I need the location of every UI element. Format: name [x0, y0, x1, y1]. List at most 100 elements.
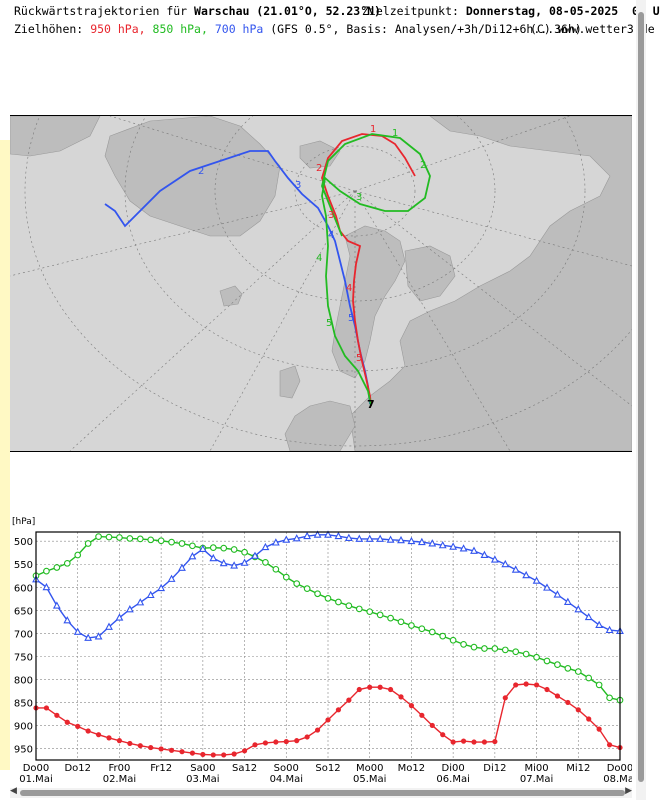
series-point [532, 576, 541, 584]
series-point [522, 570, 531, 579]
series-point [146, 590, 155, 599]
level-700-label: 700 hPa [214, 22, 264, 36]
map-label-green-5: 5 [326, 318, 332, 329]
land-greenland [104, 116, 281, 237]
series-point [303, 585, 311, 593]
series-point [523, 681, 529, 687]
series-point [376, 534, 385, 542]
series-point [209, 553, 218, 562]
chart-frame [35, 531, 621, 761]
series-point [105, 622, 113, 630]
series-point [334, 531, 343, 540]
series-point [596, 726, 602, 732]
x-tick-label: Fr12 [150, 763, 172, 774]
scroll-right-icon[interactable]: ▶ [625, 786, 632, 796]
series-point [94, 632, 103, 640]
series-point [366, 608, 374, 616]
series-point [313, 530, 322, 538]
series-point [136, 598, 145, 606]
series-point [428, 539, 437, 547]
x-tick-label: Sa00 [190, 763, 215, 774]
series-point [344, 533, 353, 541]
series-point [387, 614, 394, 622]
series-point [325, 717, 331, 723]
y-tick-label: 650 [14, 606, 33, 617]
series-point [377, 684, 383, 690]
horizontal-scroll-thumb[interactable] [20, 790, 625, 796]
series-point [512, 648, 520, 656]
series-point [168, 747, 175, 753]
map-label-red-3: 3 [328, 210, 334, 221]
series-point [418, 625, 426, 633]
series-point [481, 739, 488, 745]
series-point [52, 601, 61, 609]
series-point [179, 749, 185, 755]
series-point [84, 633, 93, 641]
series-point [565, 699, 571, 706]
series-point [553, 590, 562, 598]
x-tick-label: So12 [315, 763, 340, 774]
series-point [158, 746, 164, 752]
series-point [502, 695, 508, 701]
series-point [273, 739, 279, 745]
x-tick-date-label: 06.Mai [436, 774, 469, 785]
series-point [605, 625, 614, 634]
x-tick-date-label: 04.Mai [270, 774, 303, 785]
chart-grid [35, 532, 621, 760]
series-point [189, 750, 196, 756]
series-point [209, 544, 217, 552]
land-masses [10, 116, 632, 451]
map-label-blue-4: 4 [328, 230, 334, 241]
series-point [492, 738, 498, 745]
series-point [470, 546, 478, 554]
series-point [408, 703, 415, 709]
map-markers: 7 2 3 4 5 1 2 3 4 5 1 2 3 4 5 [198, 124, 426, 411]
vertical-scroll-thumb[interactable] [638, 12, 644, 782]
series-point [490, 555, 499, 563]
series-point [251, 551, 259, 559]
x-tick-date-label: 02.Mai [103, 774, 136, 785]
series-point [271, 538, 280, 546]
series-point [314, 590, 321, 598]
series-point [356, 686, 362, 693]
series-point [533, 682, 540, 688]
x-tick-date-label: 03.Mai [186, 774, 219, 785]
y-tick-label: 700 [14, 629, 33, 640]
series-point [95, 533, 102, 540]
series-point [335, 598, 342, 606]
series-point [198, 544, 207, 552]
map-target-label: 7 [367, 398, 375, 411]
series-point [324, 594, 332, 602]
x-tick-date-label: 01.Mai [19, 774, 52, 785]
x-tick-label: Mi12 [566, 763, 590, 774]
x-tick-label: Mo12 [398, 763, 425, 774]
horizontal-scrollbar[interactable]: ◀ ▶ [10, 786, 632, 798]
series-point [230, 561, 239, 569]
scroll-left-icon[interactable]: ◀ [10, 786, 17, 796]
x-tick-date-label: 05.Mai [353, 774, 386, 785]
series-point [200, 751, 206, 758]
x-tick-label: Mo00 [356, 763, 383, 774]
series-point [219, 558, 228, 567]
series-point [376, 611, 384, 619]
series-point [543, 583, 551, 591]
copyright: (C) www.wetter3.de [530, 22, 655, 36]
series-point [408, 622, 415, 629]
series-point [346, 697, 352, 703]
series-point [241, 748, 248, 754]
series-point [147, 536, 155, 544]
series-point [262, 740, 269, 746]
land-central-europe [284, 400, 356, 451]
map-label-green-2: 2 [420, 160, 426, 171]
left-strip [0, 140, 10, 770]
pressure-chart: [hPa] 500 550 600 650 700 750 800 850 900 950 Do0… [10, 514, 637, 786]
series-point [304, 734, 310, 740]
y-tick-label: 500 [14, 537, 33, 548]
vertical-scrollbar[interactable] [636, 0, 646, 800]
series-point [574, 605, 583, 613]
series-point [513, 682, 519, 688]
x-tick-label: Sa12 [232, 763, 257, 774]
series-point [417, 537, 426, 546]
series-point [241, 548, 248, 556]
series-point [606, 694, 613, 702]
